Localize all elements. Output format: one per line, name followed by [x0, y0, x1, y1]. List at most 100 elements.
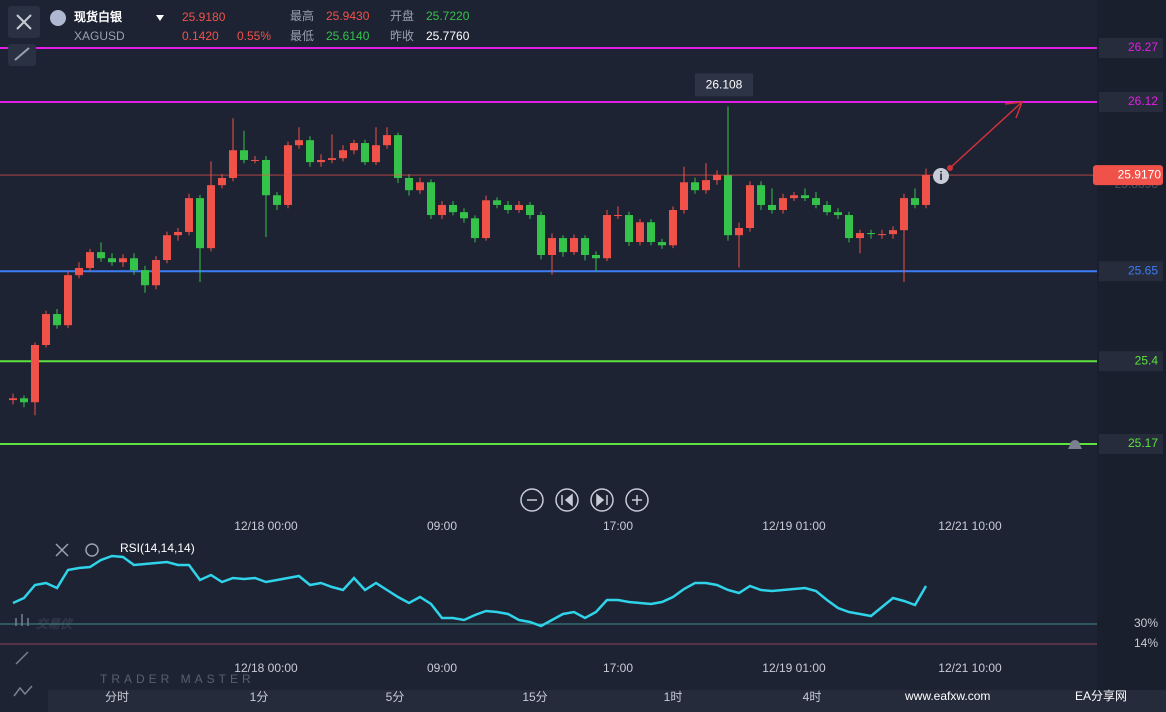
y-tick-label: 30% [1134, 616, 1158, 630]
candle-body [570, 238, 578, 253]
alert-icon[interactable] [1068, 440, 1082, 449]
candle-body [504, 204, 512, 210]
rsi-title: RSI(14,14,14) [120, 541, 195, 555]
info-icon[interactable] [933, 168, 949, 184]
candle-body [152, 260, 160, 286]
period-tab[interactable]: 1分 [250, 690, 269, 704]
candle-body [196, 198, 204, 249]
rsi-close[interactable] [55, 543, 69, 557]
low: 25.6140 [326, 29, 370, 43]
candle-body [31, 345, 39, 403]
candle-body [328, 158, 336, 160]
candle-body [515, 204, 523, 210]
period-tab[interactable]: 4时 [803, 690, 822, 704]
candle-body [449, 204, 457, 213]
x-tick-label: 17:00 [603, 519, 633, 533]
candle-body [438, 204, 446, 216]
x-tick-label: 09:00 [427, 519, 457, 533]
candle-body [746, 185, 754, 228]
candle-body [372, 145, 380, 163]
candle-body [526, 204, 534, 216]
period-tab[interactable]: 5分 [386, 690, 405, 704]
x-tick-label: 09:00 [427, 661, 457, 675]
candle-body [680, 182, 688, 210]
dropdown[interactable] [156, 15, 164, 21]
line-label-box [1099, 351, 1163, 372]
site-url: www.eafxw.com [904, 689, 990, 703]
toolbar [48, 690, 1166, 712]
candle-body [240, 150, 248, 160]
candle-body [64, 275, 72, 326]
candle-body [108, 258, 116, 263]
x-tick-label: 12/18 00:00 [234, 661, 298, 675]
candle-body [218, 177, 226, 186]
rsi-settings[interactable] [85, 543, 99, 557]
max-label: 26.108 [706, 77, 743, 91]
candle-body [801, 195, 809, 199]
candle-body [889, 230, 897, 235]
watermark: 交易侠 [36, 617, 74, 631]
max-label-box [695, 73, 753, 97]
tool-chart[interactable] [13, 685, 33, 697]
site-name: EA分享网 [1075, 688, 1127, 703]
candle-body [97, 252, 105, 259]
period-tab[interactable]: 1时 [664, 690, 683, 704]
candle-body [669, 210, 677, 246]
x-tick-label: 12/19 01:00 [762, 519, 826, 533]
symbol-code: XAGUSD [74, 29, 125, 43]
x-tick-label: 12/18 00:00 [234, 519, 298, 533]
candle-body [691, 182, 699, 191]
candle-body [273, 195, 281, 205]
candle-body [471, 218, 479, 239]
candle-body [9, 398, 17, 401]
candle-body [548, 238, 556, 255]
candle-body [75, 267, 83, 276]
tool-indicator[interactable] [15, 614, 29, 626]
candle-body [724, 175, 732, 236]
candle-body [603, 215, 611, 259]
candle-body [42, 314, 50, 345]
x-tick-label: 12/19 01:00 [762, 661, 826, 675]
candle-body [900, 198, 908, 231]
candle-body [658, 242, 666, 246]
symbol-name: 现货白银 [74, 9, 123, 24]
prev-label: 昨收 [390, 29, 414, 43]
tool-icons [13, 614, 33, 697]
candle-body [493, 200, 501, 205]
candle-body [878, 234, 886, 236]
period-tab[interactable]: 15分 [522, 690, 547, 704]
symbol-logo [50, 10, 66, 26]
candle-body [592, 255, 600, 259]
watermark-sub: TRADER MASTER [100, 672, 255, 686]
line-label: 26.12 [1128, 94, 1158, 108]
info-glyph: i [939, 169, 942, 183]
change: 0.1420 [182, 29, 219, 43]
x-tick-label: 12/21 10:00 [938, 519, 1002, 533]
line-label-box [1099, 92, 1163, 112]
candle-body [768, 204, 776, 210]
period-tab[interactable]: 分时 [105, 690, 129, 704]
line-label-box [1099, 261, 1163, 282]
line-label: 25.4 [1135, 353, 1159, 367]
candle-body [460, 212, 468, 219]
candle-body [361, 143, 369, 163]
candle-body [416, 182, 424, 191]
candle-body [207, 185, 215, 249]
candle-body [911, 198, 919, 205]
arrow-anchor [947, 165, 953, 171]
price-axis [1097, 0, 1166, 690]
rsi-chart: 30% 14% 12/18 00:00 09:00 17:00 12/19 01:00 12… [0, 554, 1158, 675]
candle-body [779, 198, 787, 210]
candle-body [856, 233, 864, 239]
line-label: 25.17 [1128, 436, 1158, 450]
rsi-line [12, 554, 928, 628]
candle-body [141, 270, 149, 286]
tool-draw[interactable] [15, 651, 29, 665]
x-tick-label: 12/21 10:00 [938, 661, 1002, 675]
candle-body [845, 215, 853, 239]
candle-body [350, 143, 358, 151]
candle-body [735, 228, 743, 236]
candle-body [295, 140, 303, 146]
candle-body [867, 233, 875, 235]
candle-body [559, 238, 567, 253]
